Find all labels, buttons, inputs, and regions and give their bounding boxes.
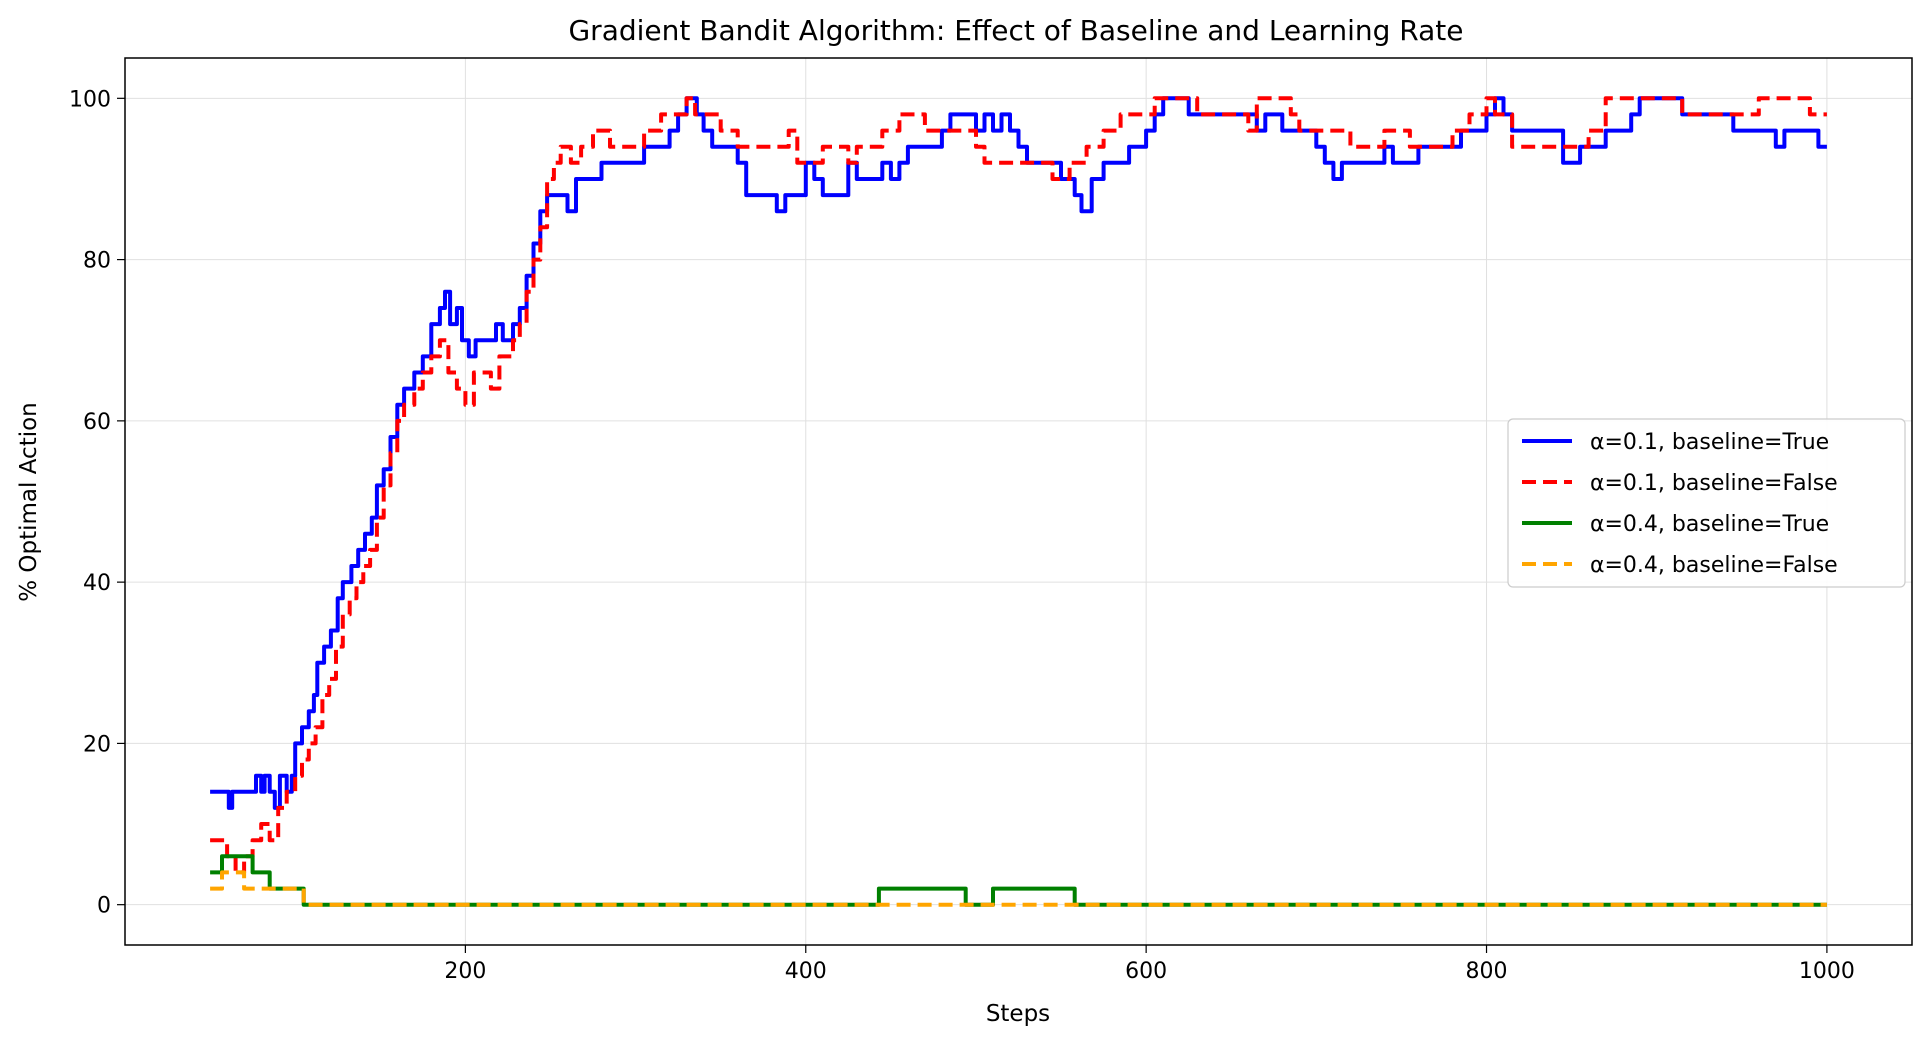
x-tick-label: 200 [444,959,486,984]
x-tick-label: 600 [1125,959,1167,984]
x-tick-label: 1000 [1799,959,1855,984]
x-axis: 200 400 600 800 1000 [444,945,1855,984]
y-tick-label: 80 [83,249,111,274]
y-tick-label: 60 [83,410,111,435]
x-tick-label: 400 [785,959,827,984]
series-line-1 [210,96,1827,810]
y-tick-label: 20 [83,732,111,757]
legend-label: α=0.4, baseline=True [1590,512,1829,537]
x-tick-label: 800 [1466,959,1508,984]
y-tick-label: 100 [69,87,111,112]
legend-label: α=0.4, baseline=False [1590,553,1838,578]
y-axis: 0 20 40 60 80 100 [69,87,125,919]
plot-frame [124,57,1913,946]
legend: α=0.1, baseline=True α=0.1, baseline=Fals… [1507,418,1906,588]
y-axis-label: % Optimal Action [16,402,42,602]
legend-label: α=0.1, baseline=True [1590,430,1829,455]
series-line-4 [210,870,1827,907]
y-tick-label: 0 [97,894,111,919]
legend-label: α=0.1, baseline=False [1590,471,1838,496]
chart-title: Gradient Bandit Algorithm: Effect of Bas… [568,14,1463,47]
series-layer [210,96,1827,907]
x-axis-label: Steps [986,1001,1050,1027]
y-tick-label: 40 [83,571,111,596]
legend-box [1507,418,1906,588]
series-line-2 [210,96,1827,875]
grid-lines [125,58,1912,945]
